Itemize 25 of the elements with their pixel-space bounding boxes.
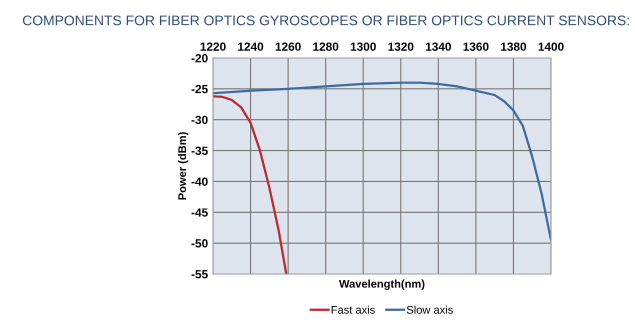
y-tick-label: -55 (192, 270, 208, 278)
y-tick-label: -40 (192, 177, 208, 186)
x-tick-label: 1300 (350, 42, 376, 51)
x-tick-label: 1320 (388, 42, 414, 51)
x-tick-label: 1360 (464, 42, 489, 51)
y-tick-label: -45 (192, 208, 208, 217)
x-tick-label: 1240 (238, 42, 264, 51)
chart-title: COMPONENTS FOR FIBER OPTICS GYROSCOPES OR FIBER OPTICS CURRENT SENSORS: (22, 15, 629, 26)
line-series (213, 95, 288, 274)
y-tick-label: -30 (192, 116, 208, 124)
line-series (213, 82, 551, 242)
y-tick-label: -35 (192, 146, 208, 155)
y-tick-label: -50 (192, 239, 208, 248)
x-tick-label: 1220 (200, 42, 226, 51)
x-tick-label: 1400 (538, 42, 564, 51)
legend-label: Fast axis (332, 306, 375, 314)
x-tick-label: 1280 (313, 42, 338, 51)
y-axis-title: Power (dBm) (178, 132, 188, 200)
x-axis-title: Wavelength(nm) (339, 280, 424, 290)
x-tick-label: 1340 (426, 42, 451, 51)
y-tick-label: -20 (192, 54, 208, 62)
x-tick-label: 1260 (276, 42, 301, 51)
legend-label: Slow axis (406, 306, 453, 314)
x-tick-label: 1380 (501, 42, 526, 51)
y-tick-label: -25 (192, 84, 208, 94)
